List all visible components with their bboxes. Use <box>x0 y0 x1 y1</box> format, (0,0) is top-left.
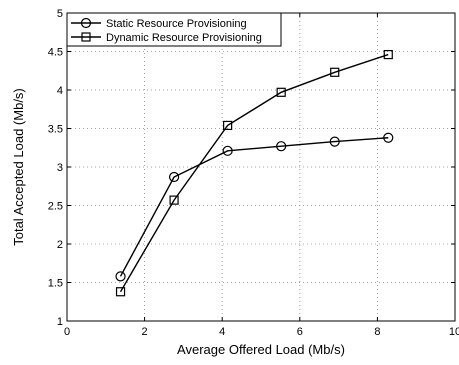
grid <box>67 13 455 321</box>
x-tick-label: 2 <box>142 326 148 338</box>
x-tick-label: 0 <box>64 326 70 338</box>
y-tick-label: 3 <box>57 162 63 174</box>
data-point-circle <box>222 145 233 156</box>
x-axis-label: Average Offered Load (Mb/s) <box>177 342 345 357</box>
x-tick-label: 4 <box>219 326 225 338</box>
y-axis-label: Total Accepted Load (Mb/s) <box>11 88 26 246</box>
y-tick-label: 2.5 <box>48 201 63 213</box>
data-point-square <box>276 87 286 97</box>
y-tick-label: 1 <box>57 316 63 328</box>
legend-marker-square-icon <box>81 32 91 42</box>
legend-label-dynamic: Dynamic Resource Provisioning <box>106 32 262 44</box>
series-line-0 <box>119 137 389 277</box>
data-point-circle <box>168 171 180 183</box>
y-tick-label: 3.5 <box>48 124 63 136</box>
data-point-square <box>223 120 233 131</box>
x-tick-label: 10 <box>449 326 459 338</box>
data-point-circle <box>329 136 340 147</box>
x-tick-label: 6 <box>297 326 303 338</box>
data-point-square <box>169 195 179 205</box>
legend-box <box>66 12 282 47</box>
y-tick-label: 5 <box>57 8 63 20</box>
y-tick-label: 4 <box>57 85 63 97</box>
y-tick-label: 4.5 <box>48 47 63 59</box>
legend: Static Resource Provisioning Dynamic Res… <box>66 12 282 47</box>
series-layer <box>115 49 394 297</box>
data-point-circle <box>276 141 287 152</box>
y-tick-label: 1.5 <box>48 278 63 290</box>
x-tick-label: 8 <box>374 326 380 338</box>
legend-marker-circle-icon <box>80 17 92 29</box>
data-point-square <box>383 49 393 60</box>
ticks: 0 2 4 6 8 10 1 1.5 2 2.5 3 3.5 4 4.5 5 <box>48 8 459 338</box>
data-point-square <box>115 287 126 297</box>
data-point-circle <box>115 271 126 282</box>
series-line-1 <box>119 53 389 293</box>
legend-label-static: Static Resource Provisioning <box>106 18 247 30</box>
data-point-square <box>330 67 340 77</box>
y-tick-label: 2 <box>57 239 63 251</box>
data-point-circle <box>383 132 394 143</box>
